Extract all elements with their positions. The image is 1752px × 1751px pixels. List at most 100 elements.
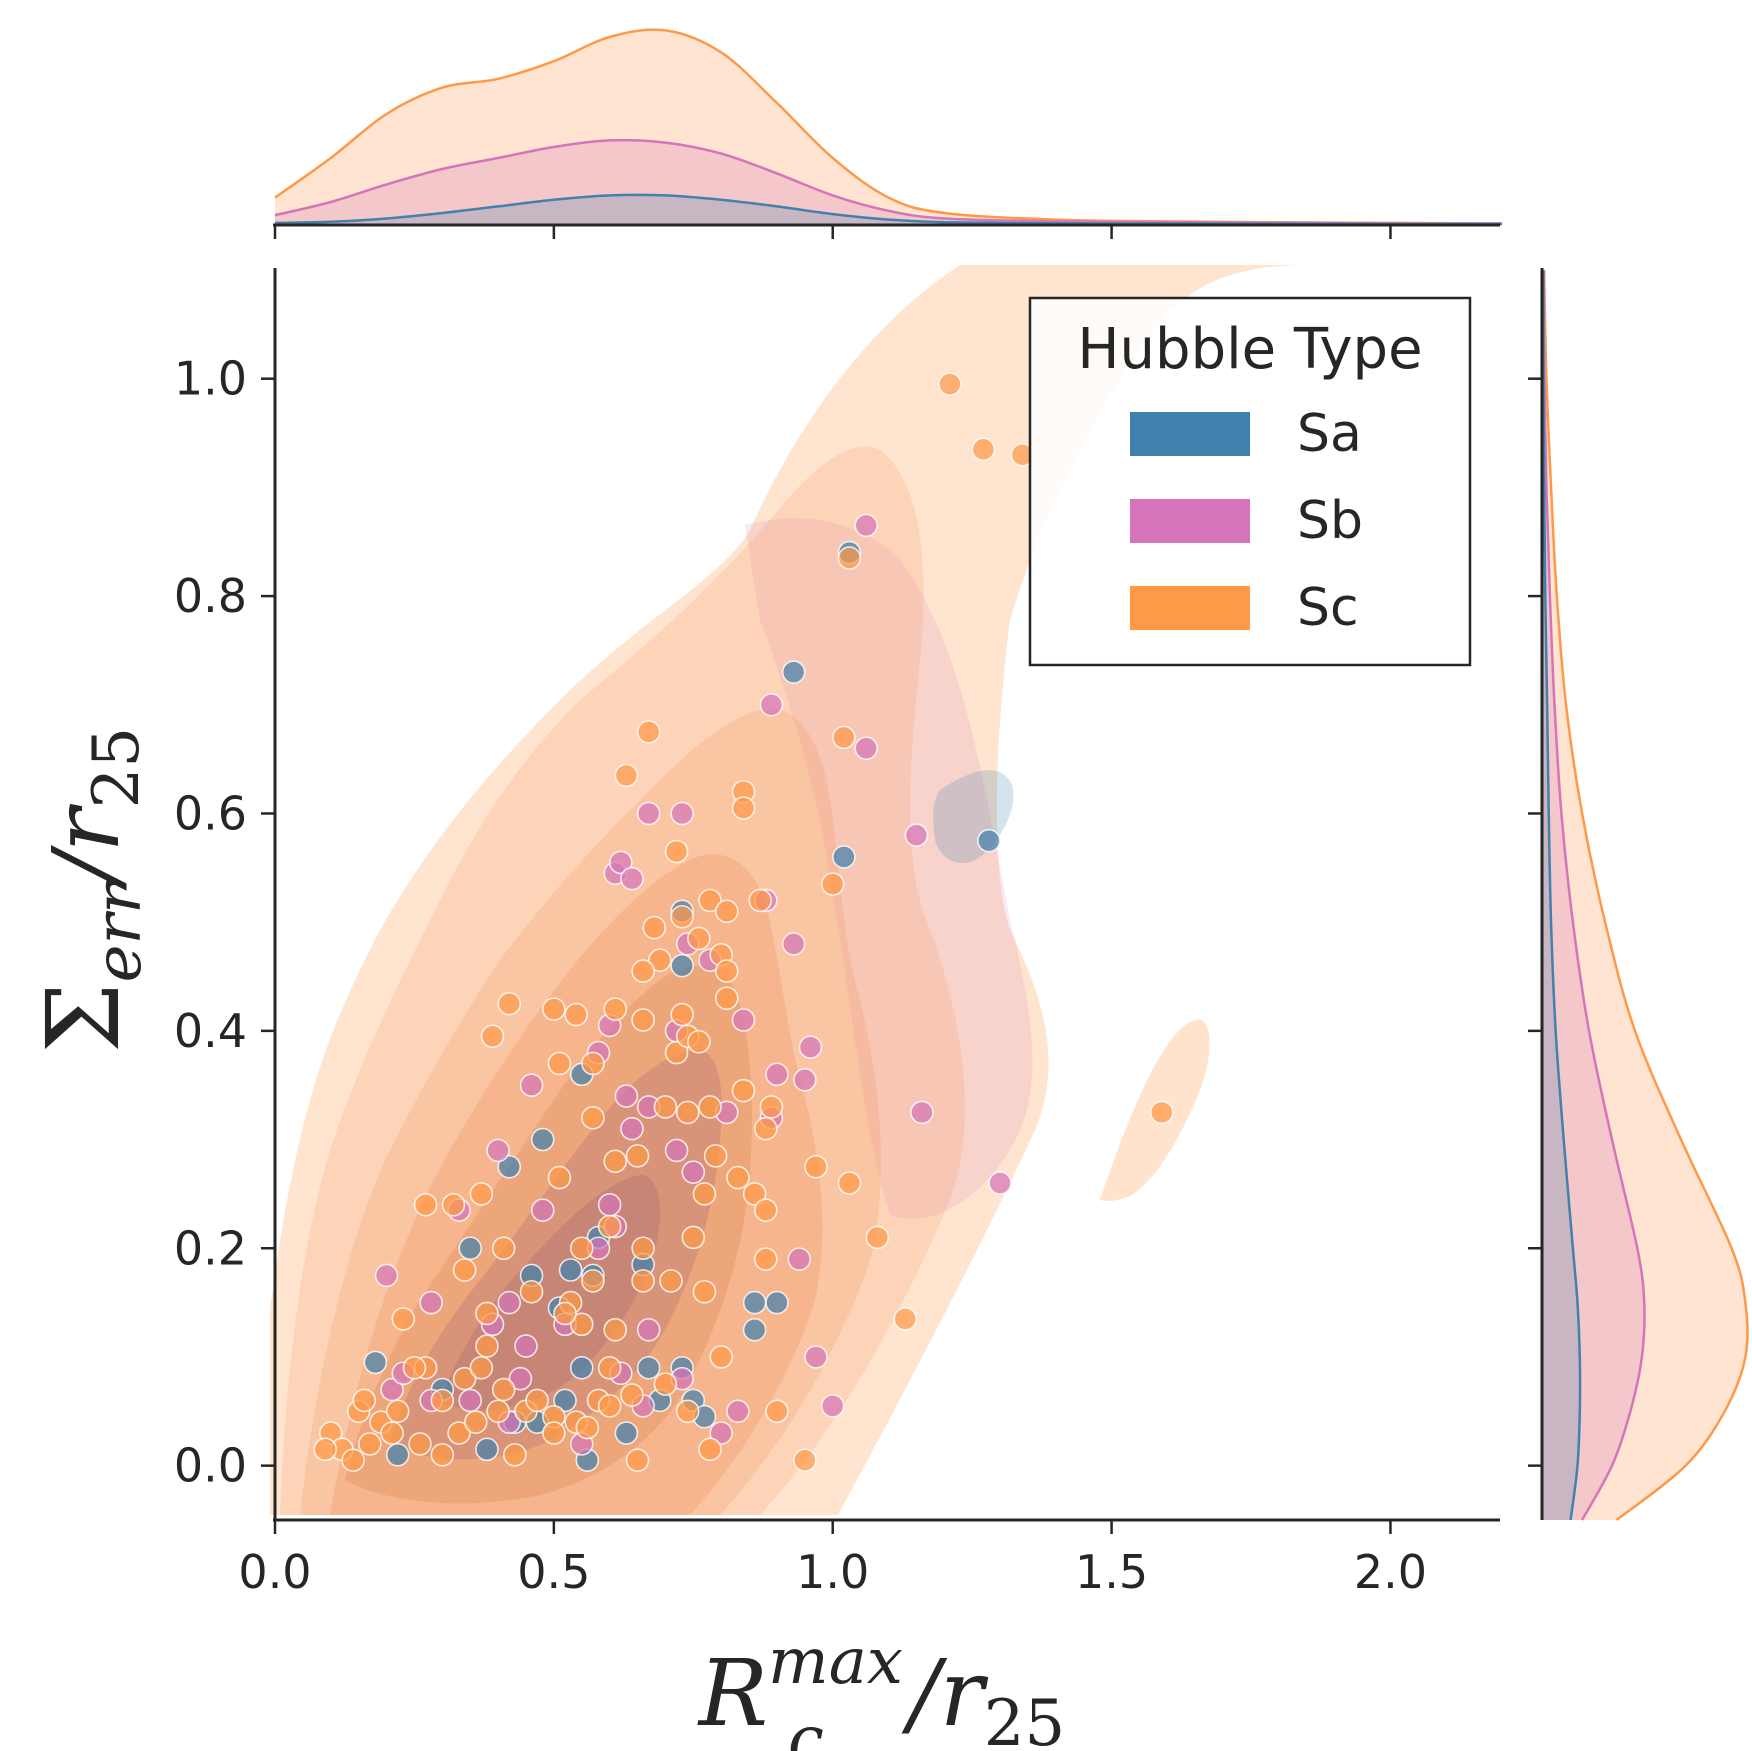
point-sc: [938, 372, 962, 396]
point-sc: [452, 1366, 477, 1391]
point-sc: [687, 1029, 711, 1054]
point-sc: [1149, 1100, 1174, 1125]
point-sb: [508, 1366, 533, 1391]
point-sc: [491, 1236, 516, 1261]
point-sc: [597, 1214, 622, 1239]
right-kde-line-sa: [1541, 269, 1582, 1521]
point-sc: [675, 1399, 700, 1424]
y-tick-label: 0.6: [174, 786, 247, 840]
point-sc: [631, 1236, 655, 1261]
point-sc: [503, 1442, 527, 1467]
point-sc: [402, 1356, 427, 1380]
point-sb: [765, 1062, 789, 1087]
point-sc: [753, 1198, 778, 1223]
point-sc: [670, 904, 694, 929]
point-sc: [681, 1225, 706, 1250]
point-sc: [675, 1100, 700, 1125]
point-sb: [804, 1345, 828, 1369]
point-sc: [581, 1051, 605, 1076]
point-sb: [380, 1377, 404, 1402]
point-sc: [820, 872, 845, 896]
point-sb: [636, 801, 661, 826]
point-sc: [636, 720, 661, 744]
point-sa: [530, 1127, 555, 1152]
legend-label-sb: Sb: [1297, 491, 1363, 551]
point-sc: [731, 1078, 756, 1103]
point-sb: [620, 866, 644, 891]
point-sc: [714, 986, 739, 1011]
point-sc: [452, 1258, 477, 1282]
point-sb: [854, 736, 878, 761]
point-sa: [670, 953, 694, 978]
point-sb: [530, 1198, 555, 1223]
point-sc: [698, 1437, 722, 1462]
point-sc: [542, 1421, 566, 1445]
point-sc: [971, 437, 996, 462]
point-sb: [374, 1263, 399, 1288]
point-sc: [391, 1307, 416, 1331]
point-sb: [681, 1160, 706, 1184]
point-sc: [469, 1356, 494, 1380]
point-sa: [385, 1442, 410, 1467]
x-tick-label: 0.0: [238, 1545, 311, 1599]
point-sc: [475, 1301, 499, 1326]
point-sc: [603, 1317, 628, 1342]
point-sa: [475, 1437, 499, 1462]
point-sb: [497, 1290, 522, 1315]
right-kde-line-sb: [1542, 269, 1646, 1521]
point-sc: [597, 1356, 622, 1380]
sc-contour-2: [280, 446, 965, 1515]
point-sc: [463, 1410, 488, 1434]
point-sb: [458, 1388, 483, 1413]
point-sa: [636, 1356, 661, 1380]
point-sa: [497, 1154, 522, 1179]
point-sc: [692, 1279, 717, 1304]
scatter-points: [313, 372, 1174, 1473]
y-tick-label: 1.0: [174, 352, 247, 406]
point-sc: [564, 1002, 588, 1027]
point-sc: [865, 1225, 890, 1250]
point-sc: [753, 1247, 778, 1271]
point-sa: [553, 1388, 577, 1413]
point-sc: [525, 1388, 549, 1413]
point-sb: [636, 1317, 661, 1342]
point-sc: [469, 1182, 494, 1206]
point-sb: [614, 1084, 639, 1108]
legend-swatch-sc: [1130, 586, 1250, 630]
x-ticks: 0.0 0.5 1.0 1.5 2.0: [238, 1520, 1427, 1599]
point-sc: [475, 1334, 499, 1358]
point-sc: [581, 1106, 605, 1130]
point-sb: [820, 1394, 845, 1418]
point-sc: [753, 1116, 778, 1141]
point-sc: [653, 1372, 678, 1396]
sb-contour-outer: [745, 518, 1033, 1219]
legend: Hubble Type Sa Sb Sc: [1028, 296, 1472, 667]
sc-contour-4: [330, 854, 823, 1515]
point-sc: [575, 1415, 600, 1440]
right-kde-fill-sa: [1543, 270, 1581, 1520]
y-tick-label: 0.4: [174, 1004, 247, 1058]
y-tick-label: 0.2: [174, 1221, 247, 1275]
point-sa: [363, 1350, 388, 1375]
point-sb: [514, 1334, 538, 1358]
point-sc: [759, 1095, 784, 1119]
point-sc: [597, 1394, 622, 1418]
point-sc: [553, 1301, 577, 1326]
main-axes: [273, 268, 1500, 1522]
point-sc: [625, 1144, 650, 1168]
point-sa: [832, 845, 856, 869]
point-sc: [519, 1279, 544, 1304]
y-axis-title: Σerr/r25: [25, 727, 156, 1053]
point-sb: [787, 1247, 812, 1271]
top-kde-fill-sb: [275, 140, 1502, 224]
point-sa: [742, 1317, 767, 1342]
point-sa: [458, 1236, 483, 1261]
point-sc: [709, 1345, 733, 1369]
point-sa: [977, 828, 1001, 853]
y-tick-label: 0.0: [174, 1439, 247, 1493]
point-sc: [569, 1312, 594, 1337]
point-sc: [358, 1432, 382, 1456]
point-sb: [709, 1421, 733, 1445]
point-sb: [781, 932, 806, 956]
